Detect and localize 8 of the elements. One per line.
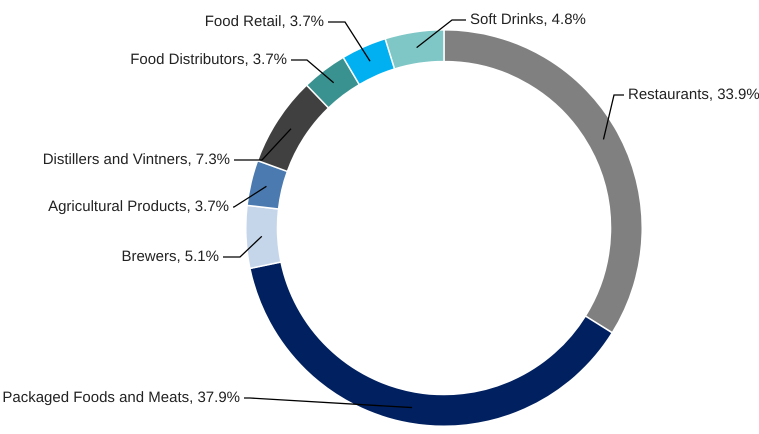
- slice-label: Agricultural Products, 3.7%: [48, 198, 229, 216]
- slice-label: Soft Drinks, 4.8%: [470, 11, 586, 28]
- slice-label: Food Retail, 3.7%: [204, 13, 324, 30]
- slice-label: Restaurants, 33.9%: [628, 86, 759, 104]
- slice-label: Brewers, 5.1%: [121, 248, 219, 266]
- slice-label: Food Distributors, 3.7%: [130, 51, 287, 68]
- slice-label: Distillers and Vintners, 7.3%: [42, 151, 230, 168]
- slice-label: Packaged Foods and Meats, 37.9%: [2, 389, 240, 406]
